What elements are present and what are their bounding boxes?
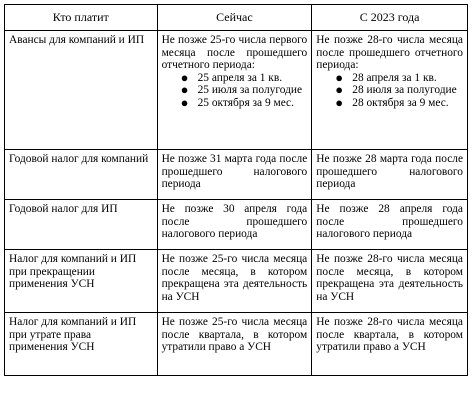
cell-now: Не позже 25-го числа месяца после кварта… [156,312,313,376]
bullet-icon: ● [335,94,344,110]
list-item: ● 28 октября за 9 мес. [335,94,449,110]
cell-who: Налог для компаний и ИП при прекращении … [4,249,158,313]
table-row: Налог для компаний и ИП при утрате права… [4,312,468,376]
table-row: Налог для компаний и ИП при прекращении … [4,249,468,313]
table-row: Авансы для компаний и ИП Не позже 25-го … [4,30,468,150]
header-now: Сейчас [156,4,313,31]
bullet-icon: ● [180,69,189,85]
list-item: ● 28 июля за полугодие [335,82,457,98]
cell-from-2023-intro: Не позже 28-го числа месяца после прошед… [316,34,463,72]
list-item: ● 25 июля за полугодие [180,82,303,98]
header-row: Кто платит Сейчас С 2023 года [4,4,468,31]
bullet-icon: ● [180,94,189,110]
header-from-2023: С 2023 года [311,4,468,31]
cell-who: Годовой налог для компаний [4,149,158,200]
cell-from-2023: Не позже 28 марта года после прошедшего … [311,149,468,200]
cell-from-2023: Не позже 28-го числа месяца после прошед… [311,30,468,150]
table-row: Годовой налог для ИП Не позже 30 апреля … [4,199,468,250]
cell-now: Не позже 25-го числа первого месяца посл… [156,30,313,150]
bullet-icon: ● [335,82,344,98]
list-item: ● 25 апреля за 1 кв. [180,69,283,85]
header-who: Кто платит [4,4,158,31]
now-period-list: ● 25 апреля за 1 кв. ● 25 июля за полугоди… [162,69,308,110]
cell-from-2023: Не позже 28-го числа месяца после кварта… [311,312,468,376]
cell-from-2023: Не позже 28 апреля года после прошедшего… [311,199,468,250]
list-item: ● 25 октября за 9 мес. [180,94,294,110]
list-item: ● 28 апреля за 1 кв. [335,69,437,85]
cell-now: Не позже 30 апреля года после прошедшего… [156,199,313,250]
cell-who: Годовой налог для ИП [4,199,158,250]
cell-who: Авансы для компаний и ИП [4,30,158,150]
cell-from-2023: Не позже 28-го числа месяца после месяца… [311,249,468,313]
bullet-icon: ● [335,69,344,85]
bullet-icon: ● [180,82,189,98]
payment-deadlines-table: Кто платит Сейчас С 2023 года Авансы для… [4,4,468,376]
cell-who-text: Авансы для компаний и ИП [9,34,145,46]
cell-now: Не позже 25-го числа месяца после месяца… [156,249,313,313]
cell-now: Не позже 31 марта года после прошедшего … [156,149,313,200]
cell-who: Налог для компаний и ИП при утрате права… [4,312,158,376]
cell-now-intro: Не позже 25-го числа первого месяца посл… [161,34,308,72]
from-2023-period-list: ● 28 апреля за 1 кв. ● 28 июля за полугоди… [316,69,463,110]
table-row: Годовой налог для компаний Не позже 31 м… [4,149,468,200]
